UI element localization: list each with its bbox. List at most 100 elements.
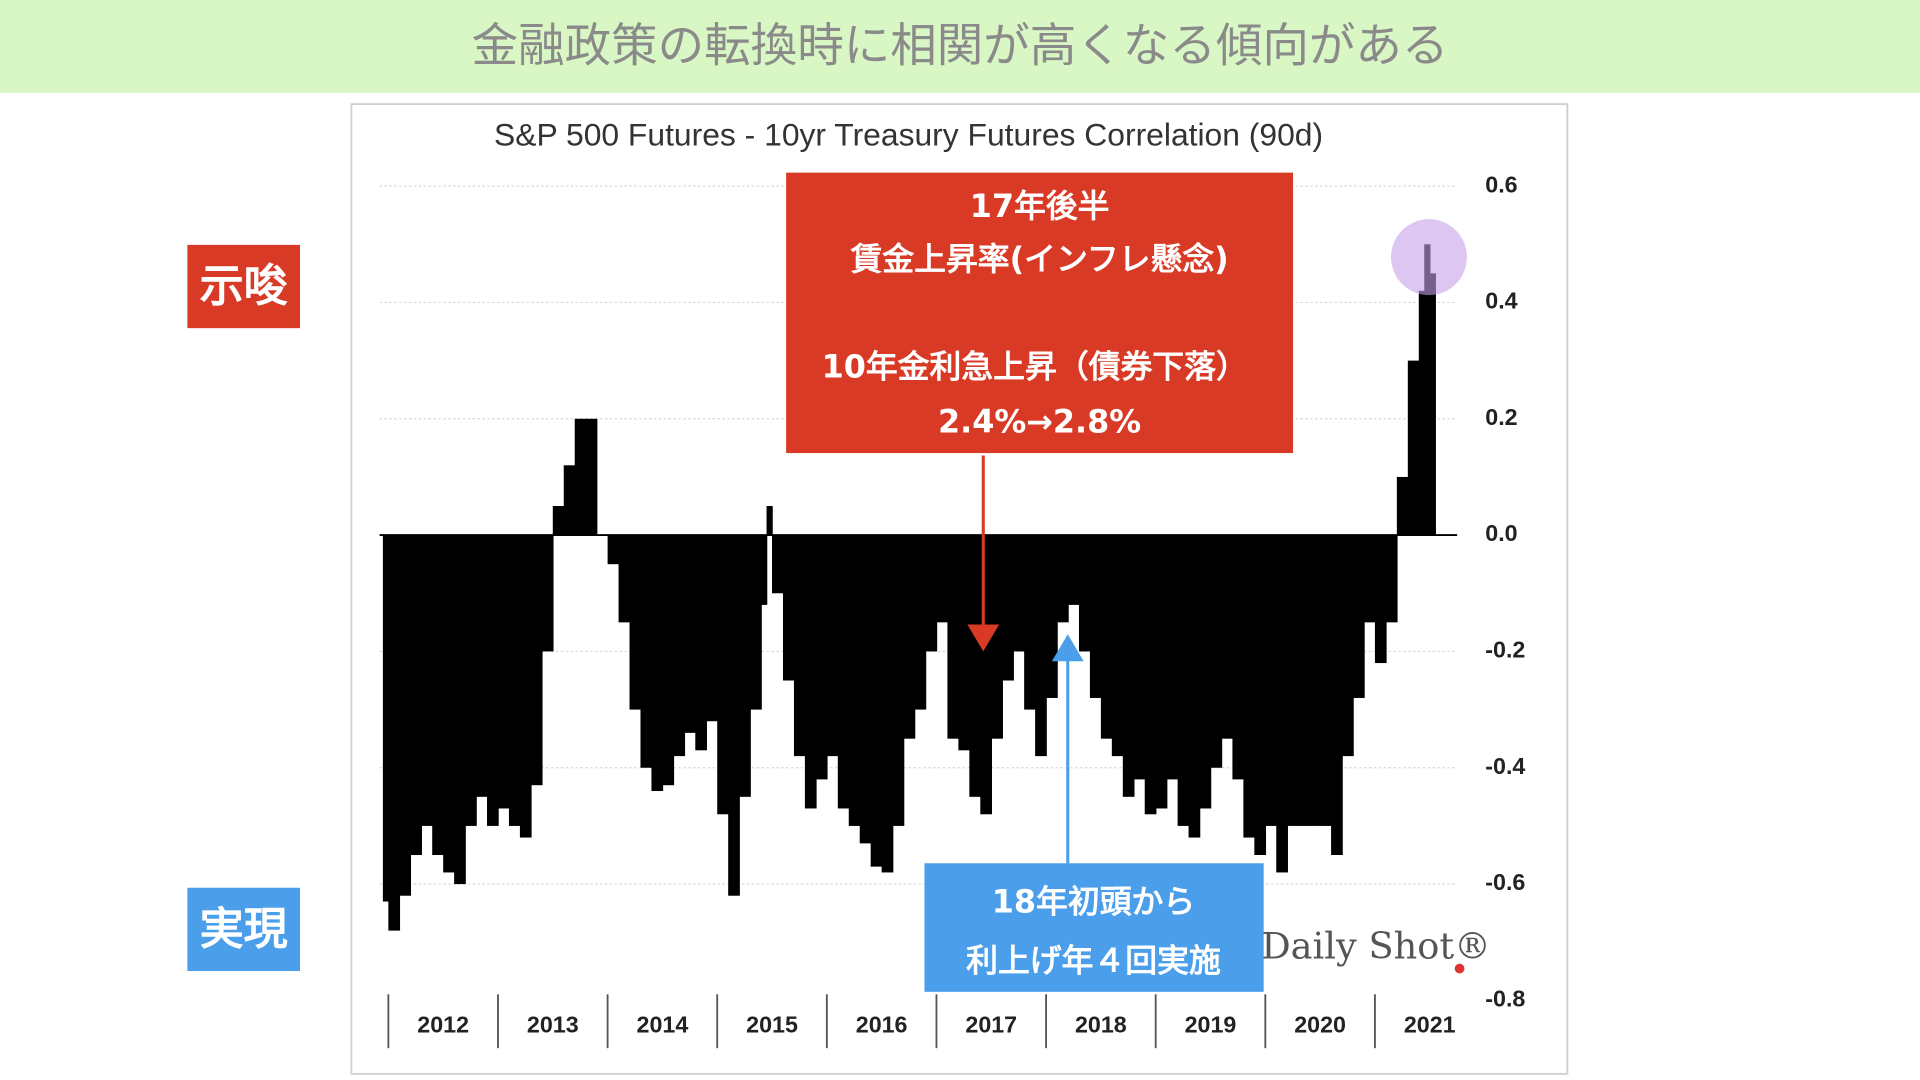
bar xyxy=(1078,535,1091,652)
side-label: 示唆 xyxy=(200,261,289,312)
bar xyxy=(969,535,982,797)
bar xyxy=(1342,535,1354,757)
bar xyxy=(388,535,401,931)
side-label-box xyxy=(187,887,300,972)
x-tick-label: 2013 xyxy=(527,1011,579,1037)
bar xyxy=(1210,535,1223,768)
bar xyxy=(1353,535,1365,698)
bar xyxy=(936,535,949,623)
bar xyxy=(728,535,740,896)
y-tick-label: -0.2 xyxy=(1485,637,1525,663)
source-logo: Daily Shot® xyxy=(1261,924,1491,967)
bar xyxy=(1046,535,1058,698)
bar xyxy=(1396,476,1409,536)
bar xyxy=(1243,535,1256,838)
x-tick-label: 2020 xyxy=(1294,1011,1346,1037)
bar xyxy=(892,535,905,826)
x-tick-label: 2012 xyxy=(417,1011,469,1037)
bar xyxy=(454,535,466,885)
bar xyxy=(1276,535,1288,873)
bar xyxy=(804,535,817,809)
bar xyxy=(1385,535,1398,623)
bar xyxy=(1298,535,1310,826)
highlight-circle xyxy=(1391,219,1467,296)
bar xyxy=(826,535,839,757)
bar xyxy=(772,535,784,594)
x-tick-label: 2019 xyxy=(1185,1011,1237,1037)
bar xyxy=(574,418,587,536)
bar xyxy=(793,535,806,757)
bar xyxy=(585,418,598,536)
bar xyxy=(903,535,916,739)
y-tick-label: -0.4 xyxy=(1485,753,1525,779)
bar xyxy=(947,535,960,739)
bar xyxy=(761,535,768,605)
arrow-head xyxy=(967,624,1000,652)
bar xyxy=(618,535,631,623)
bar xyxy=(443,535,455,873)
bar xyxy=(1309,535,1321,826)
bar xyxy=(629,535,642,710)
bar xyxy=(837,535,850,809)
bar xyxy=(530,535,543,786)
bar xyxy=(382,535,390,902)
x-tick-label: 2017 xyxy=(965,1011,1017,1037)
bar xyxy=(497,535,510,809)
bar xyxy=(476,535,488,797)
bar xyxy=(750,535,762,710)
bar xyxy=(465,535,477,826)
bar xyxy=(1424,244,1431,536)
bar xyxy=(1363,535,1376,623)
bar xyxy=(1002,535,1014,681)
bar xyxy=(673,535,686,757)
bar xyxy=(859,535,872,844)
bar xyxy=(1199,535,1212,809)
bar xyxy=(706,535,718,722)
bar xyxy=(563,465,576,536)
bar xyxy=(991,535,1003,739)
bar xyxy=(640,535,653,768)
bar xyxy=(925,535,938,652)
y-tick-label: 0.6 xyxy=(1485,171,1517,197)
annotation-text: 利上げ年４回実施 xyxy=(966,941,1221,979)
annotation-text: 賃金上昇率(インフレ懸念) xyxy=(849,240,1228,278)
bar xyxy=(541,535,554,652)
annotation-box xyxy=(786,172,1294,454)
bar xyxy=(1122,535,1135,797)
bar xyxy=(410,535,422,855)
bar xyxy=(684,535,697,733)
bar xyxy=(958,535,971,751)
bar xyxy=(552,506,565,536)
annotation-text: 18年初頭から xyxy=(992,883,1195,921)
logo-dot xyxy=(1454,963,1465,974)
annotation-text: 17年後半 xyxy=(970,187,1110,225)
bar xyxy=(914,535,927,710)
bar xyxy=(980,535,992,815)
bar xyxy=(1331,535,1343,855)
x-tick-label: 2016 xyxy=(856,1011,908,1037)
x-tick-label: 2018 xyxy=(1075,1011,1127,1037)
bar xyxy=(1133,535,1146,780)
y-tick-label: -0.6 xyxy=(1485,869,1525,895)
y-tick-label: 0.2 xyxy=(1485,404,1517,430)
bar xyxy=(1418,290,1425,536)
bar xyxy=(1024,535,1036,710)
bar xyxy=(739,535,751,797)
bar xyxy=(1111,535,1124,757)
bar xyxy=(1166,535,1179,780)
bar xyxy=(1221,535,1234,739)
side-label: 実現 xyxy=(200,904,288,955)
bar xyxy=(870,535,883,867)
bar xyxy=(1374,535,1387,664)
annotation-text: 10年金利急上昇（債券下落） xyxy=(822,348,1248,386)
banner xyxy=(0,0,1920,94)
bar xyxy=(487,535,499,826)
axes: 0.6 0.4 0.2 0.0 -0.2 -0.4 -0.6 -0.8 2012 2013 2014… xyxy=(387,171,1525,1049)
chart-title: S&P 500 Futures - 10yr Treasury Futures … xyxy=(494,117,1323,153)
bar xyxy=(1144,535,1157,815)
bar xyxy=(1013,535,1025,652)
y-tick-label: 0.0 xyxy=(1485,520,1517,546)
bar xyxy=(1177,535,1190,826)
bar xyxy=(1407,360,1420,536)
bar xyxy=(662,535,675,786)
